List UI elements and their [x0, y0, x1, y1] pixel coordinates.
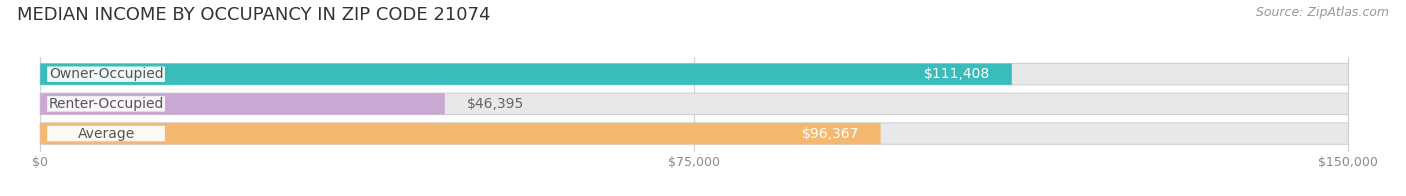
FancyBboxPatch shape	[41, 123, 880, 144]
FancyBboxPatch shape	[41, 64, 1012, 85]
FancyBboxPatch shape	[41, 93, 444, 115]
Text: $96,367: $96,367	[801, 127, 859, 141]
Text: Average: Average	[77, 127, 135, 141]
FancyBboxPatch shape	[48, 96, 165, 112]
Text: MEDIAN INCOME BY OCCUPANCY IN ZIP CODE 21074: MEDIAN INCOME BY OCCUPANCY IN ZIP CODE 2…	[17, 6, 491, 24]
FancyBboxPatch shape	[48, 66, 165, 82]
FancyBboxPatch shape	[41, 123, 1348, 144]
FancyBboxPatch shape	[41, 64, 1348, 85]
FancyBboxPatch shape	[48, 126, 165, 141]
Text: Renter-Occupied: Renter-Occupied	[48, 97, 163, 111]
Text: Source: ZipAtlas.com: Source: ZipAtlas.com	[1256, 6, 1389, 19]
Text: Owner-Occupied: Owner-Occupied	[49, 67, 163, 81]
FancyBboxPatch shape	[41, 93, 1348, 115]
Text: $111,408: $111,408	[924, 67, 990, 81]
Text: $46,395: $46,395	[467, 97, 524, 111]
